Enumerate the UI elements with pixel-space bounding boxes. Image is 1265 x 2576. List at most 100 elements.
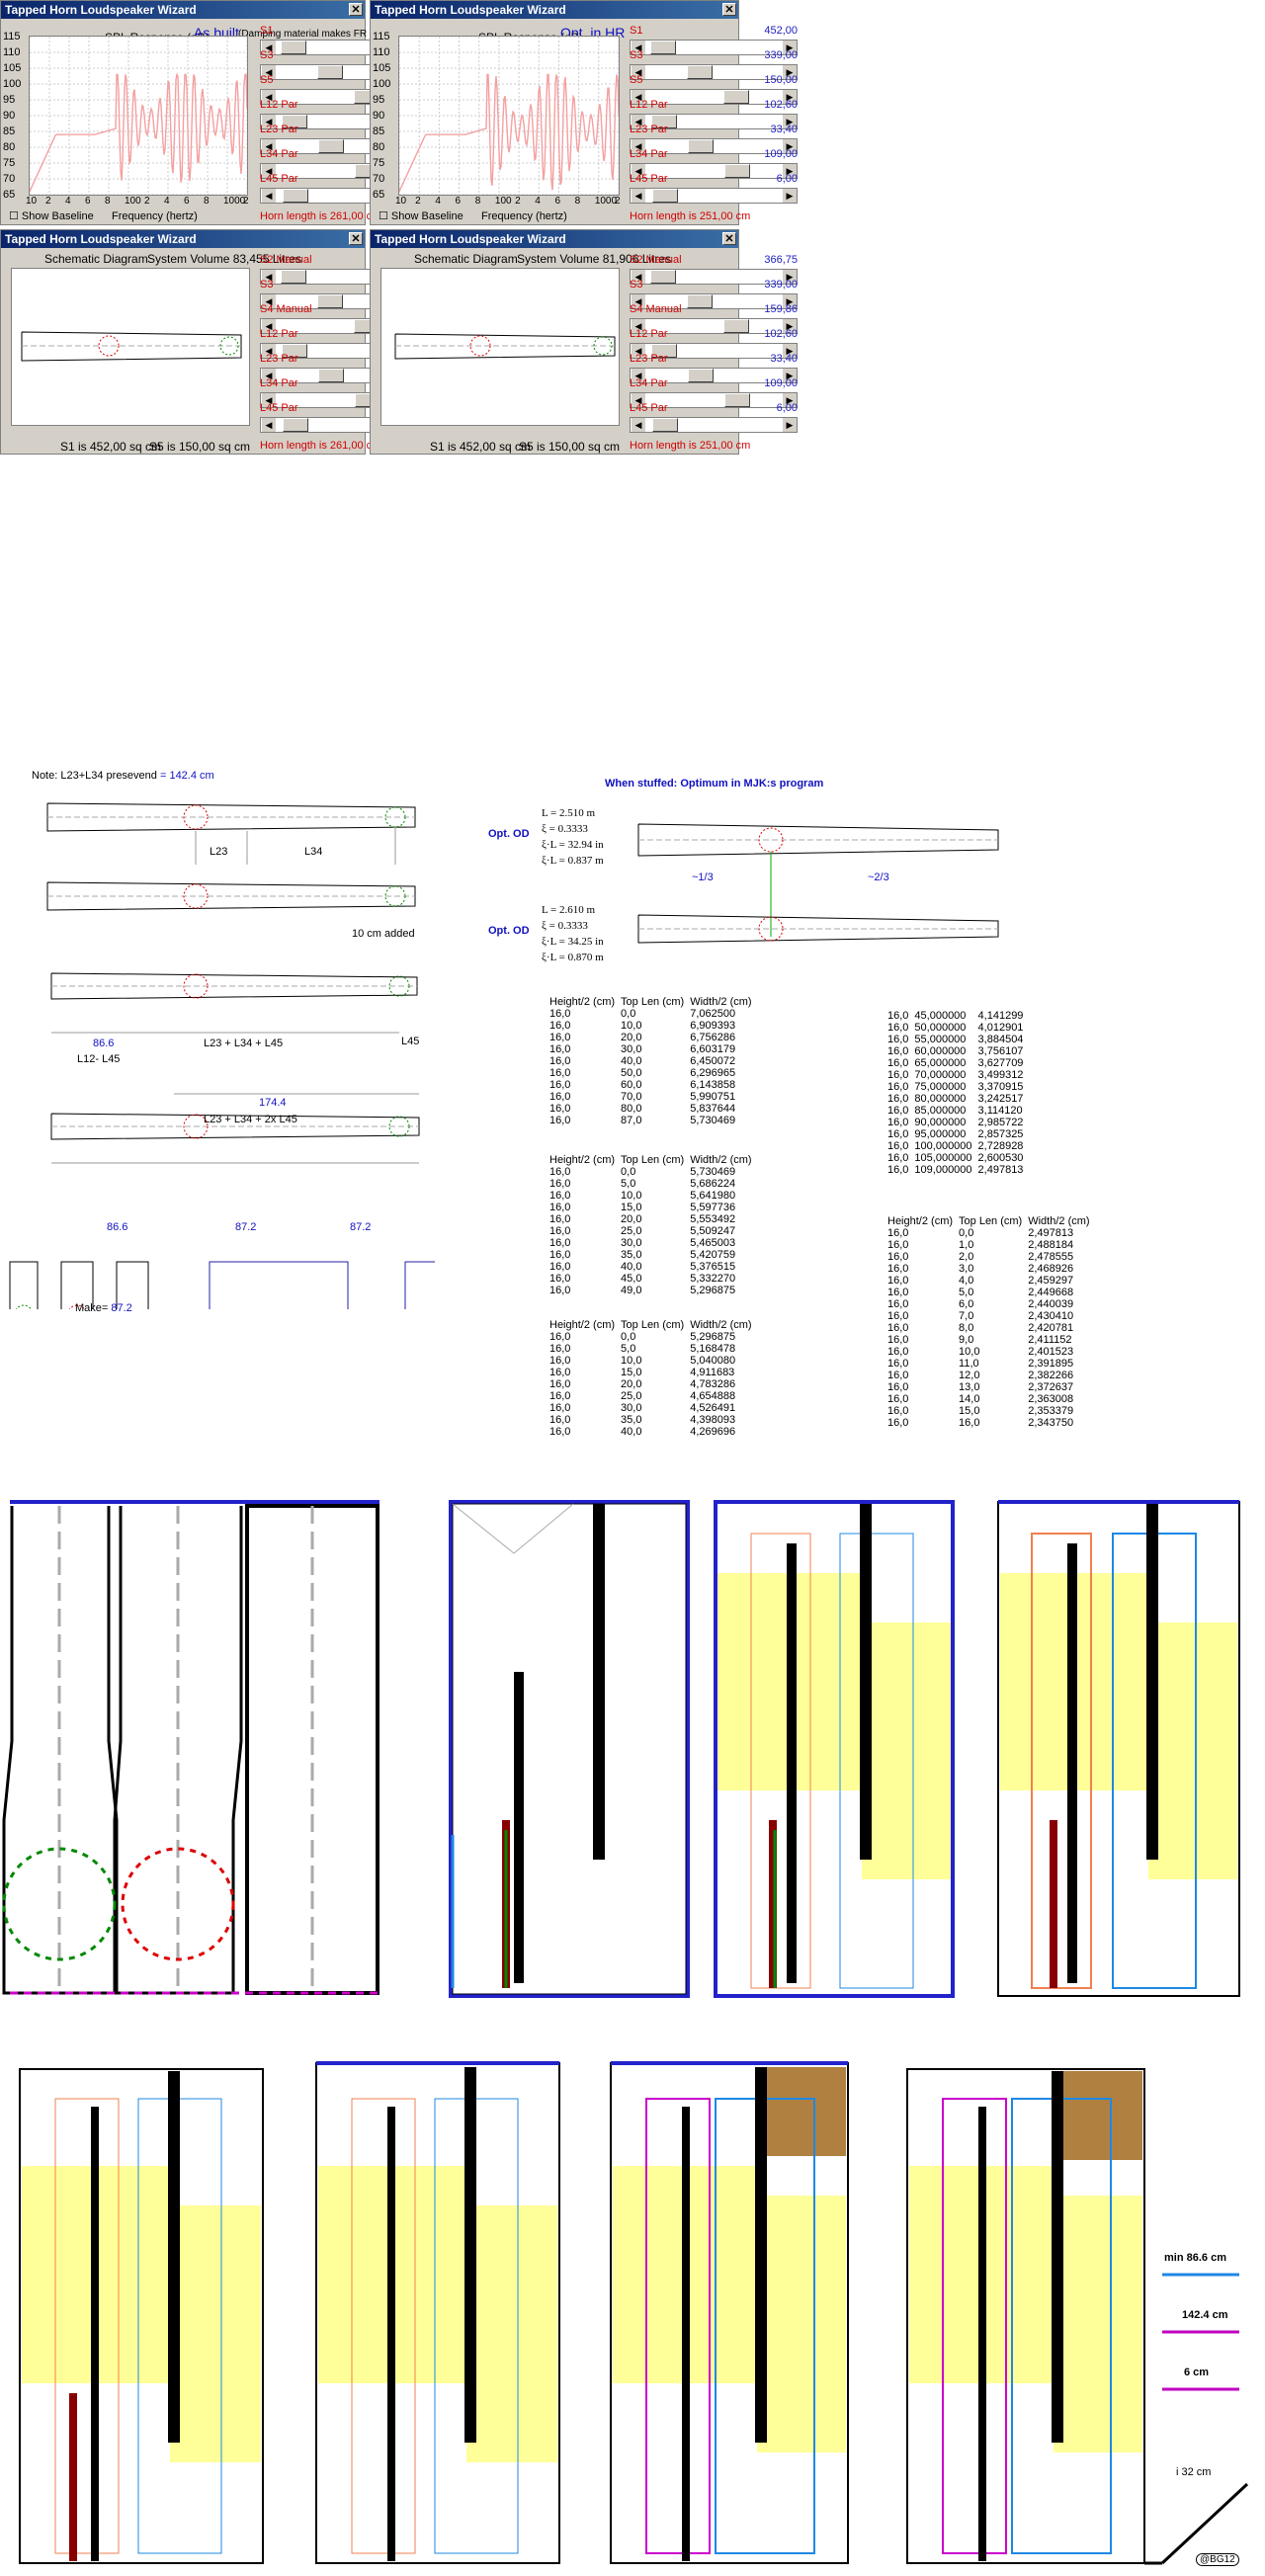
- chevron-right-icon[interactable]: ▶: [782, 65, 797, 79]
- slider-thumb[interactable]: [687, 65, 713, 79]
- x-tick-label: 4: [535, 196, 541, 207]
- chevron-left-icon[interactable]: ◀: [261, 319, 276, 333]
- slider-thumb[interactable]: [281, 270, 306, 284]
- chevron-right-icon[interactable]: ▶: [782, 115, 797, 128]
- chevron-left-icon[interactable]: ◀: [261, 65, 276, 79]
- chevron-left-icon[interactable]: ◀: [631, 189, 645, 203]
- slider-track[interactable]: ◀▶: [630, 138, 798, 154]
- chevron-left-icon[interactable]: ◀: [631, 115, 645, 128]
- chevron-left-icon[interactable]: ◀: [631, 41, 645, 54]
- table-cell: 16,0: [887, 1117, 909, 1128]
- slider-thumb[interactable]: [282, 344, 307, 358]
- slider-thumb[interactable]: [651, 115, 677, 128]
- chevron-left-icon[interactable]: ◀: [261, 369, 276, 382]
- chevron-left-icon[interactable]: ◀: [261, 115, 276, 128]
- chevron-left-icon[interactable]: ◀: [631, 270, 645, 284]
- slider-thumb[interactable]: [688, 369, 714, 382]
- slider-thumb[interactable]: [652, 418, 678, 432]
- chevron-left-icon[interactable]: ◀: [261, 164, 276, 178]
- chevron-left-icon[interactable]: ◀: [261, 189, 276, 203]
- chevron-left-icon[interactable]: ◀: [261, 139, 276, 153]
- slider-track[interactable]: ◀▶: [630, 368, 798, 383]
- close-button[interactable]: ✕: [349, 3, 363, 16]
- chevron-right-icon[interactable]: ▶: [782, 294, 797, 308]
- chevron-left-icon[interactable]: ◀: [261, 90, 276, 104]
- chevron-right-icon[interactable]: ▶: [782, 319, 797, 333]
- chevron-right-icon[interactable]: ▶: [782, 90, 797, 104]
- chevron-left-icon[interactable]: ◀: [261, 41, 276, 54]
- spl-curve: [398, 73, 620, 193]
- chevron-right-icon[interactable]: ▶: [782, 41, 797, 54]
- slider-thumb[interactable]: [282, 115, 307, 128]
- slider-thumb[interactable]: [688, 139, 714, 153]
- table-cell: 35,0: [621, 1414, 642, 1426]
- slider-track[interactable]: ◀▶: [630, 40, 798, 55]
- chevron-left-icon[interactable]: ◀: [631, 393, 645, 407]
- slider-thumb[interactable]: [317, 294, 343, 308]
- slider-track[interactable]: ◀▶: [630, 293, 798, 309]
- slider-track[interactable]: ◀▶: [630, 318, 798, 334]
- chevron-left-icon[interactable]: ◀: [631, 90, 645, 104]
- chevron-right-icon[interactable]: ▶: [782, 164, 797, 178]
- close-button[interactable]: ✕: [349, 232, 363, 245]
- slider-track[interactable]: ◀▶: [630, 269, 798, 285]
- slider-track[interactable]: ◀▶: [630, 343, 798, 359]
- chevron-left-icon[interactable]: ◀: [631, 344, 645, 358]
- chevron-left-icon[interactable]: ◀: [261, 393, 276, 407]
- slider-track[interactable]: ◀▶: [630, 417, 798, 433]
- chevron-left-icon[interactable]: ◀: [261, 344, 276, 358]
- chevron-left-icon[interactable]: ◀: [631, 418, 645, 432]
- slider-track[interactable]: ◀▶: [630, 64, 798, 80]
- chevron-left-icon[interactable]: ◀: [631, 319, 645, 333]
- horn-outline: [21, 331, 242, 362]
- slider-track[interactable]: ◀▶: [630, 188, 798, 204]
- slider-track[interactable]: ◀▶: [630, 163, 798, 179]
- chevron-right-icon[interactable]: ▶: [782, 369, 797, 382]
- show-baseline-checkbox[interactable]: ☐ Show Baseline: [9, 210, 94, 222]
- chevron-right-icon[interactable]: ▶: [782, 139, 797, 153]
- table-row: 16,0 55,000000 3,884504: [887, 1034, 1029, 1045]
- slider-thumb[interactable]: [650, 41, 676, 54]
- chevron-right-icon[interactable]: ▶: [782, 344, 797, 358]
- x-tick-label: 4: [65, 196, 71, 207]
- slider-thumb[interactable]: [723, 319, 749, 333]
- slider-thumb[interactable]: [650, 270, 676, 284]
- chevron-left-icon[interactable]: ◀: [261, 270, 276, 284]
- eq2-line: ξ·L = 34.25 in: [542, 936, 604, 948]
- slider-thumb[interactable]: [283, 418, 308, 432]
- slider-thumb[interactable]: [724, 164, 750, 178]
- slider-track[interactable]: ◀▶: [630, 114, 798, 129]
- slider-track[interactable]: ◀▶: [630, 89, 798, 105]
- table-row: 16,0 25,0 5,509247: [549, 1225, 758, 1237]
- x-axis-label: Frequency (hertz): [112, 210, 198, 222]
- chevron-right-icon[interactable]: ▶: [782, 418, 797, 432]
- slider-track[interactable]: ◀▶: [630, 392, 798, 408]
- slider-thumb[interactable]: [723, 90, 749, 104]
- chevron-left-icon[interactable]: ◀: [261, 294, 276, 308]
- chevron-right-icon[interactable]: ▶: [782, 189, 797, 203]
- slider-thumb[interactable]: [283, 189, 308, 203]
- slider-thumb[interactable]: [724, 393, 750, 407]
- chevron-left-icon[interactable]: ◀: [631, 369, 645, 382]
- chevron-left-icon[interactable]: ◀: [631, 294, 645, 308]
- eq1-line: ξ·L = 0.837 m: [542, 855, 604, 867]
- show-baseline-checkbox[interactable]: ☐ Show Baseline: [379, 210, 464, 222]
- slider-thumb[interactable]: [281, 41, 306, 54]
- chevron-left-icon[interactable]: ◀: [631, 65, 645, 79]
- slider-thumb[interactable]: [318, 139, 344, 153]
- close-button[interactable]: ✕: [722, 3, 736, 16]
- slider-thumb[interactable]: [317, 65, 343, 79]
- close-button[interactable]: ✕: [722, 232, 736, 245]
- chevron-left-icon[interactable]: ◀: [631, 164, 645, 178]
- slider-thumb[interactable]: [687, 294, 713, 308]
- chevron-left-icon[interactable]: ◀: [631, 139, 645, 153]
- chevron-left-icon[interactable]: ◀: [261, 418, 276, 432]
- chevron-right-icon[interactable]: ▶: [782, 270, 797, 284]
- make-value: 87.2: [111, 1302, 132, 1314]
- chevron-right-icon[interactable]: ▶: [782, 393, 797, 407]
- table-cell: 6,756286: [690, 1032, 736, 1043]
- slider-thumb[interactable]: [318, 369, 344, 382]
- slider-thumb[interactable]: [652, 189, 678, 203]
- slider-thumb[interactable]: [651, 344, 677, 358]
